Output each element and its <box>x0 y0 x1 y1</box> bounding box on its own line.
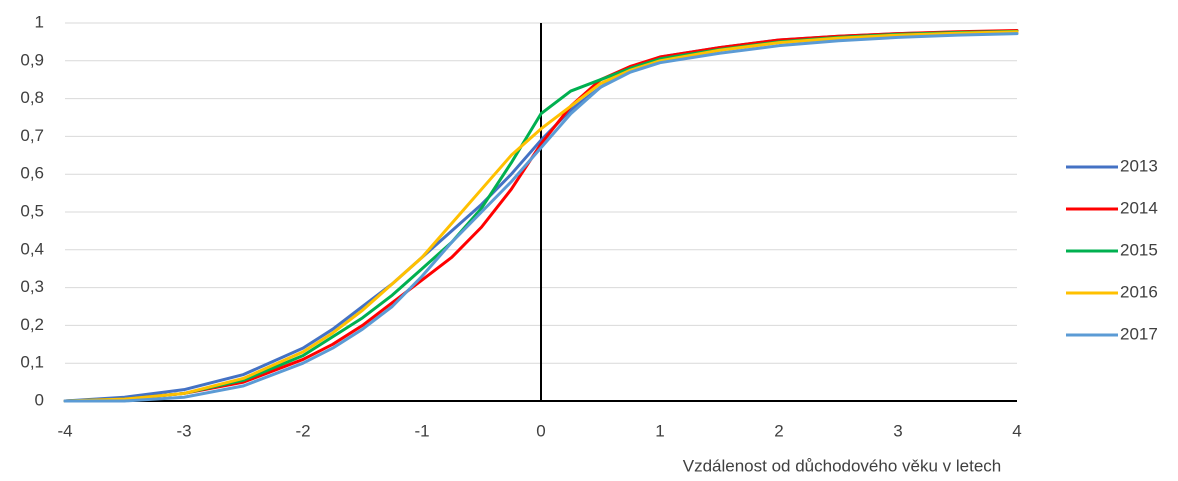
series-line <box>63 32 1019 403</box>
y-tick-label: 0,6 <box>20 164 44 183</box>
series-line <box>63 30 1019 403</box>
y-tick-label: 0,7 <box>20 126 44 145</box>
x-tick-label: 1 <box>655 421 664 440</box>
x-tick-label: 0 <box>536 421 545 440</box>
y-tick-label: 0,1 <box>20 353 44 372</box>
x-tick-label: -1 <box>414 421 429 440</box>
x-tick-label: -3 <box>176 421 191 440</box>
x-tick-label: 2 <box>774 421 783 440</box>
x-tick-label: -2 <box>295 421 310 440</box>
y-tick-label: 0,5 <box>20 201 44 220</box>
legend-label: 2013 <box>1120 156 1158 175</box>
y-tick-label: 0,4 <box>20 239 44 258</box>
y-tick-label: 0,9 <box>20 50 44 69</box>
legend-label: 2015 <box>1120 240 1158 259</box>
y-tick-label: 0,8 <box>20 88 44 107</box>
x-tick-label: -4 <box>57 421 72 440</box>
y-tick-label: 0 <box>35 390 44 409</box>
y-tick-label: 1 <box>35 12 44 31</box>
y-tick-label: 0,3 <box>20 277 44 296</box>
x-tick-label: 4 <box>1012 421 1021 440</box>
series-line <box>63 29 1019 403</box>
legend-label: 2017 <box>1120 324 1158 343</box>
x-axis-label: Vzdálenost od důchodového věku v letech <box>683 456 1002 475</box>
x-tick-label: 3 <box>893 421 902 440</box>
legend-label: 2016 <box>1120 282 1158 301</box>
legend-label: 2014 <box>1120 198 1158 217</box>
y-tick-label: 0,2 <box>20 315 44 334</box>
